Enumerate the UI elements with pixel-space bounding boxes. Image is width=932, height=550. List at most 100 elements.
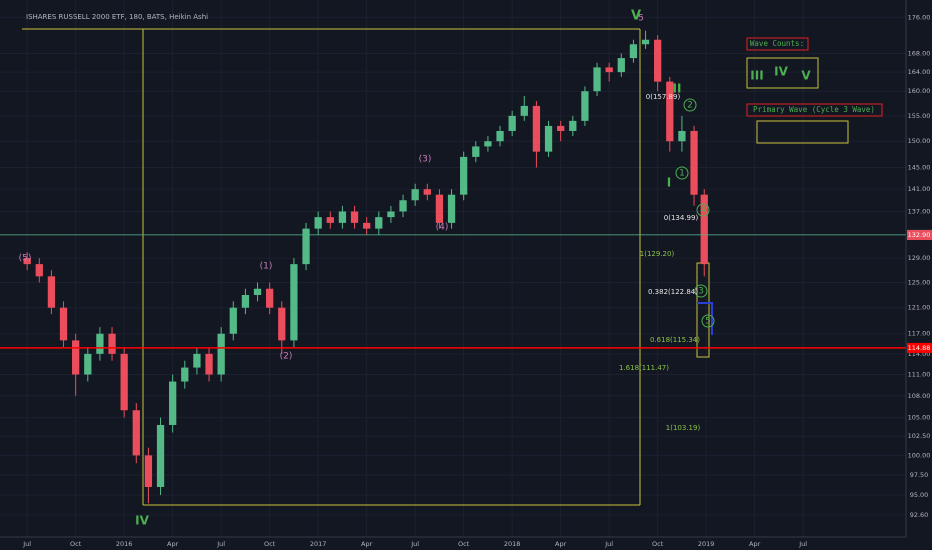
candle-body [375, 217, 383, 229]
candle-body [629, 44, 638, 59]
x-tick-label: Jul [410, 540, 419, 548]
candle-body [617, 58, 625, 73]
candle-body [581, 91, 589, 121]
annotation: 2 [687, 101, 693, 111]
x-tick-label: Apr [749, 540, 761, 548]
candle-body [654, 39, 662, 82]
annotation: 1.618(111.47) [619, 364, 669, 372]
candle-body [84, 353, 92, 375]
annotation: I [667, 176, 671, 190]
y-tick-label: 121.00 [908, 304, 931, 312]
bracket [697, 302, 713, 335]
annotation: IV [135, 514, 149, 528]
annotation: 0(134.99) [664, 214, 699, 222]
annotation: 5 [638, 14, 644, 24]
candle-body [314, 217, 322, 229]
candle-body [557, 125, 565, 131]
x-tick-label: Oct [264, 540, 276, 548]
annotation: 3 [698, 287, 704, 297]
candle-body [217, 333, 225, 375]
candle-body [290, 264, 298, 341]
candle-body [120, 353, 128, 411]
candle-body [205, 353, 213, 375]
candle-body [144, 455, 153, 488]
y-tick-label: 150.00 [908, 137, 931, 145]
annotation: (5) [19, 254, 32, 264]
candle-body [700, 194, 708, 265]
candle-body [472, 146, 480, 157]
y-tick-label: 97.50 [910, 471, 929, 479]
annotation: 1(129.20) [640, 250, 675, 258]
wave-circle [675, 166, 689, 180]
candle-body [520, 105, 528, 116]
annotation: V [631, 9, 641, 24]
x-tick-label: 2019 [698, 540, 715, 548]
y-tick-label: 129.00 [908, 254, 931, 262]
candle-body [460, 156, 468, 195]
wave-circle [696, 203, 710, 217]
candle-body [690, 130, 698, 195]
x-tick-label: Jul [216, 540, 225, 548]
y-tick-label: 160.00 [908, 87, 931, 95]
candle-body [569, 120, 577, 131]
annotation: 0.618(115.34) [650, 336, 700, 344]
price-tag [907, 230, 932, 241]
candle-body [593, 67, 601, 92]
y-tick-label: 164.00 [908, 68, 931, 76]
candle-body [181, 367, 189, 382]
candle-body [266, 288, 274, 308]
chart-title: ISHARES RUSSELL 2000 ETF, 180, BATS, Hei… [26, 13, 208, 21]
y-tick-label: 117.00 [908, 330, 931, 338]
x-tick-label: 2017 [310, 540, 327, 548]
candle-body [253, 288, 262, 295]
label-box [746, 103, 883, 117]
candle-body [23, 258, 31, 265]
y-tick-label: 95.00 [910, 491, 929, 499]
candle-body [229, 307, 237, 334]
price-tag [907, 342, 932, 353]
annotation: II [673, 82, 682, 96]
candle-body [169, 381, 177, 425]
annotation: (2) [280, 352, 293, 362]
candle-body [278, 307, 286, 341]
wave-circle [694, 284, 708, 298]
label-box [746, 37, 809, 51]
annotation: 5 [705, 317, 711, 327]
y-tick-label: 168.00 [908, 49, 931, 57]
candle-body [363, 222, 371, 229]
y-tick-label: 137.00 [908, 207, 931, 215]
annotation: Wave Counts: [750, 39, 804, 48]
annotation: IV [774, 65, 788, 79]
annotation: (4) [436, 223, 449, 233]
price-tag-label: 132.90 [908, 231, 931, 239]
y-tick-label: 108.00 [908, 392, 931, 400]
candle-body [605, 67, 613, 73]
x-tick-label: Jul [22, 540, 31, 548]
candle-body [302, 228, 310, 265]
annotation: (3) [419, 155, 432, 165]
annotation: (1) [260, 262, 273, 272]
plot [0, 30, 906, 504]
candle-body [544, 125, 553, 152]
x-tick-label: Jul [604, 540, 613, 548]
annotation: Primary Wave (Cycle 3 Wave) [753, 105, 875, 114]
candle-body [484, 141, 492, 147]
candle-body [96, 333, 104, 354]
x-tick-label: Apr [167, 540, 179, 548]
y-tick-label: 114.00 [908, 350, 931, 358]
x-tick-label: 2016 [116, 540, 133, 548]
candle-body [132, 410, 140, 456]
candle-body [193, 353, 201, 368]
candle-body [447, 194, 456, 223]
candle-body [411, 189, 419, 201]
candle-body [59, 307, 68, 341]
annotation: 4 [700, 206, 706, 216]
candle-body [47, 276, 56, 308]
candle-body [399, 200, 407, 212]
y-tick-label: 92.60 [910, 511, 929, 519]
annotation: 1(103.19) [666, 424, 701, 432]
legend-box [746, 57, 819, 89]
y-tick-label: 102.50 [908, 432, 931, 440]
y-tick-label: 155.00 [908, 112, 931, 120]
